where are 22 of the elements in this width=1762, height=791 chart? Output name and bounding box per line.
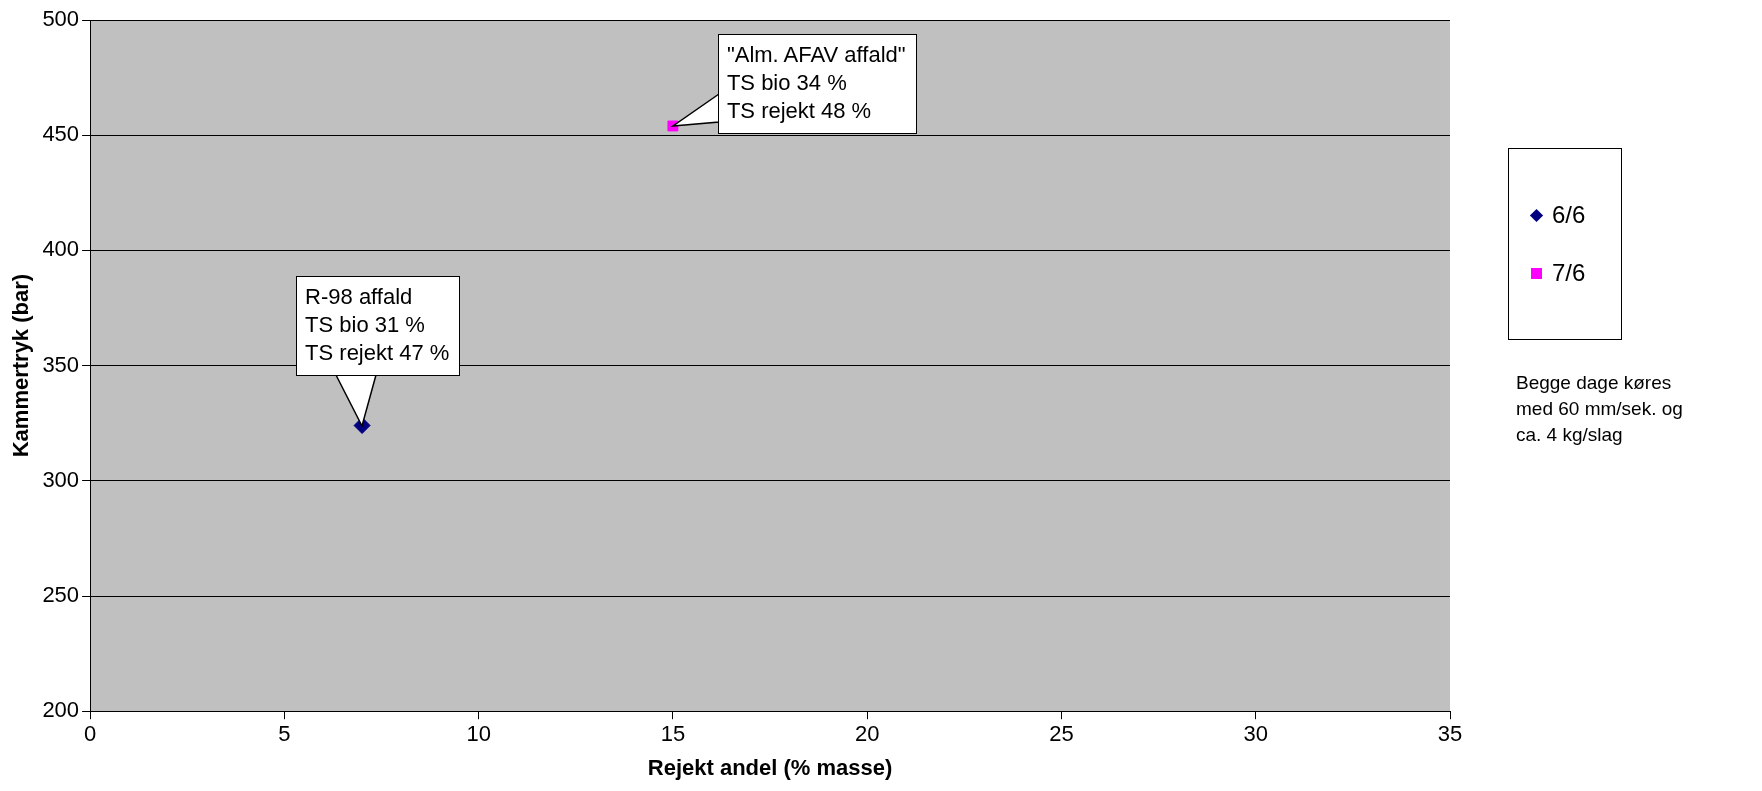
x-tick-label: 0 [83, 721, 97, 747]
y-tick-label: 400 [42, 236, 80, 262]
y-axis-title: Kammertryk (bar) [8, 273, 34, 458]
y-tick-label: 300 [42, 466, 80, 492]
y-tick-label: 200 [42, 697, 80, 723]
x-tick-label: 25 [1049, 721, 1074, 747]
x-tick-label: 10 [466, 721, 491, 747]
y-tick-label: 250 [42, 582, 80, 608]
legend-label: 7/6 [1552, 259, 1586, 287]
x-tick-label: 20 [854, 721, 880, 747]
x-tick-label: 5 [278, 721, 291, 747]
x-tick-label: 30 [1243, 721, 1268, 747]
legend-label: 6/6 [1552, 201, 1586, 229]
text: Begge dage køres med 60 mm/sek. og ca. 4 kg/slag [1516, 371, 1683, 447]
annotation: "Alm. AFAV affald" TS bio 34 % TS rejekt 48 % [717, 33, 917, 134]
y-tick-label: 450 [42, 121, 80, 147]
y-tick-label: 500 [42, 6, 80, 32]
x-axis-title: Rejekt andel (% masse) [647, 754, 893, 780]
y-tick-label: 350 [42, 351, 80, 377]
x-tick-label: 35 [1437, 721, 1463, 747]
annotation: R-98 affald TS bio 31 % TS rejekt 47 % [296, 275, 461, 376]
x-tick-label: 15 [660, 721, 686, 747]
